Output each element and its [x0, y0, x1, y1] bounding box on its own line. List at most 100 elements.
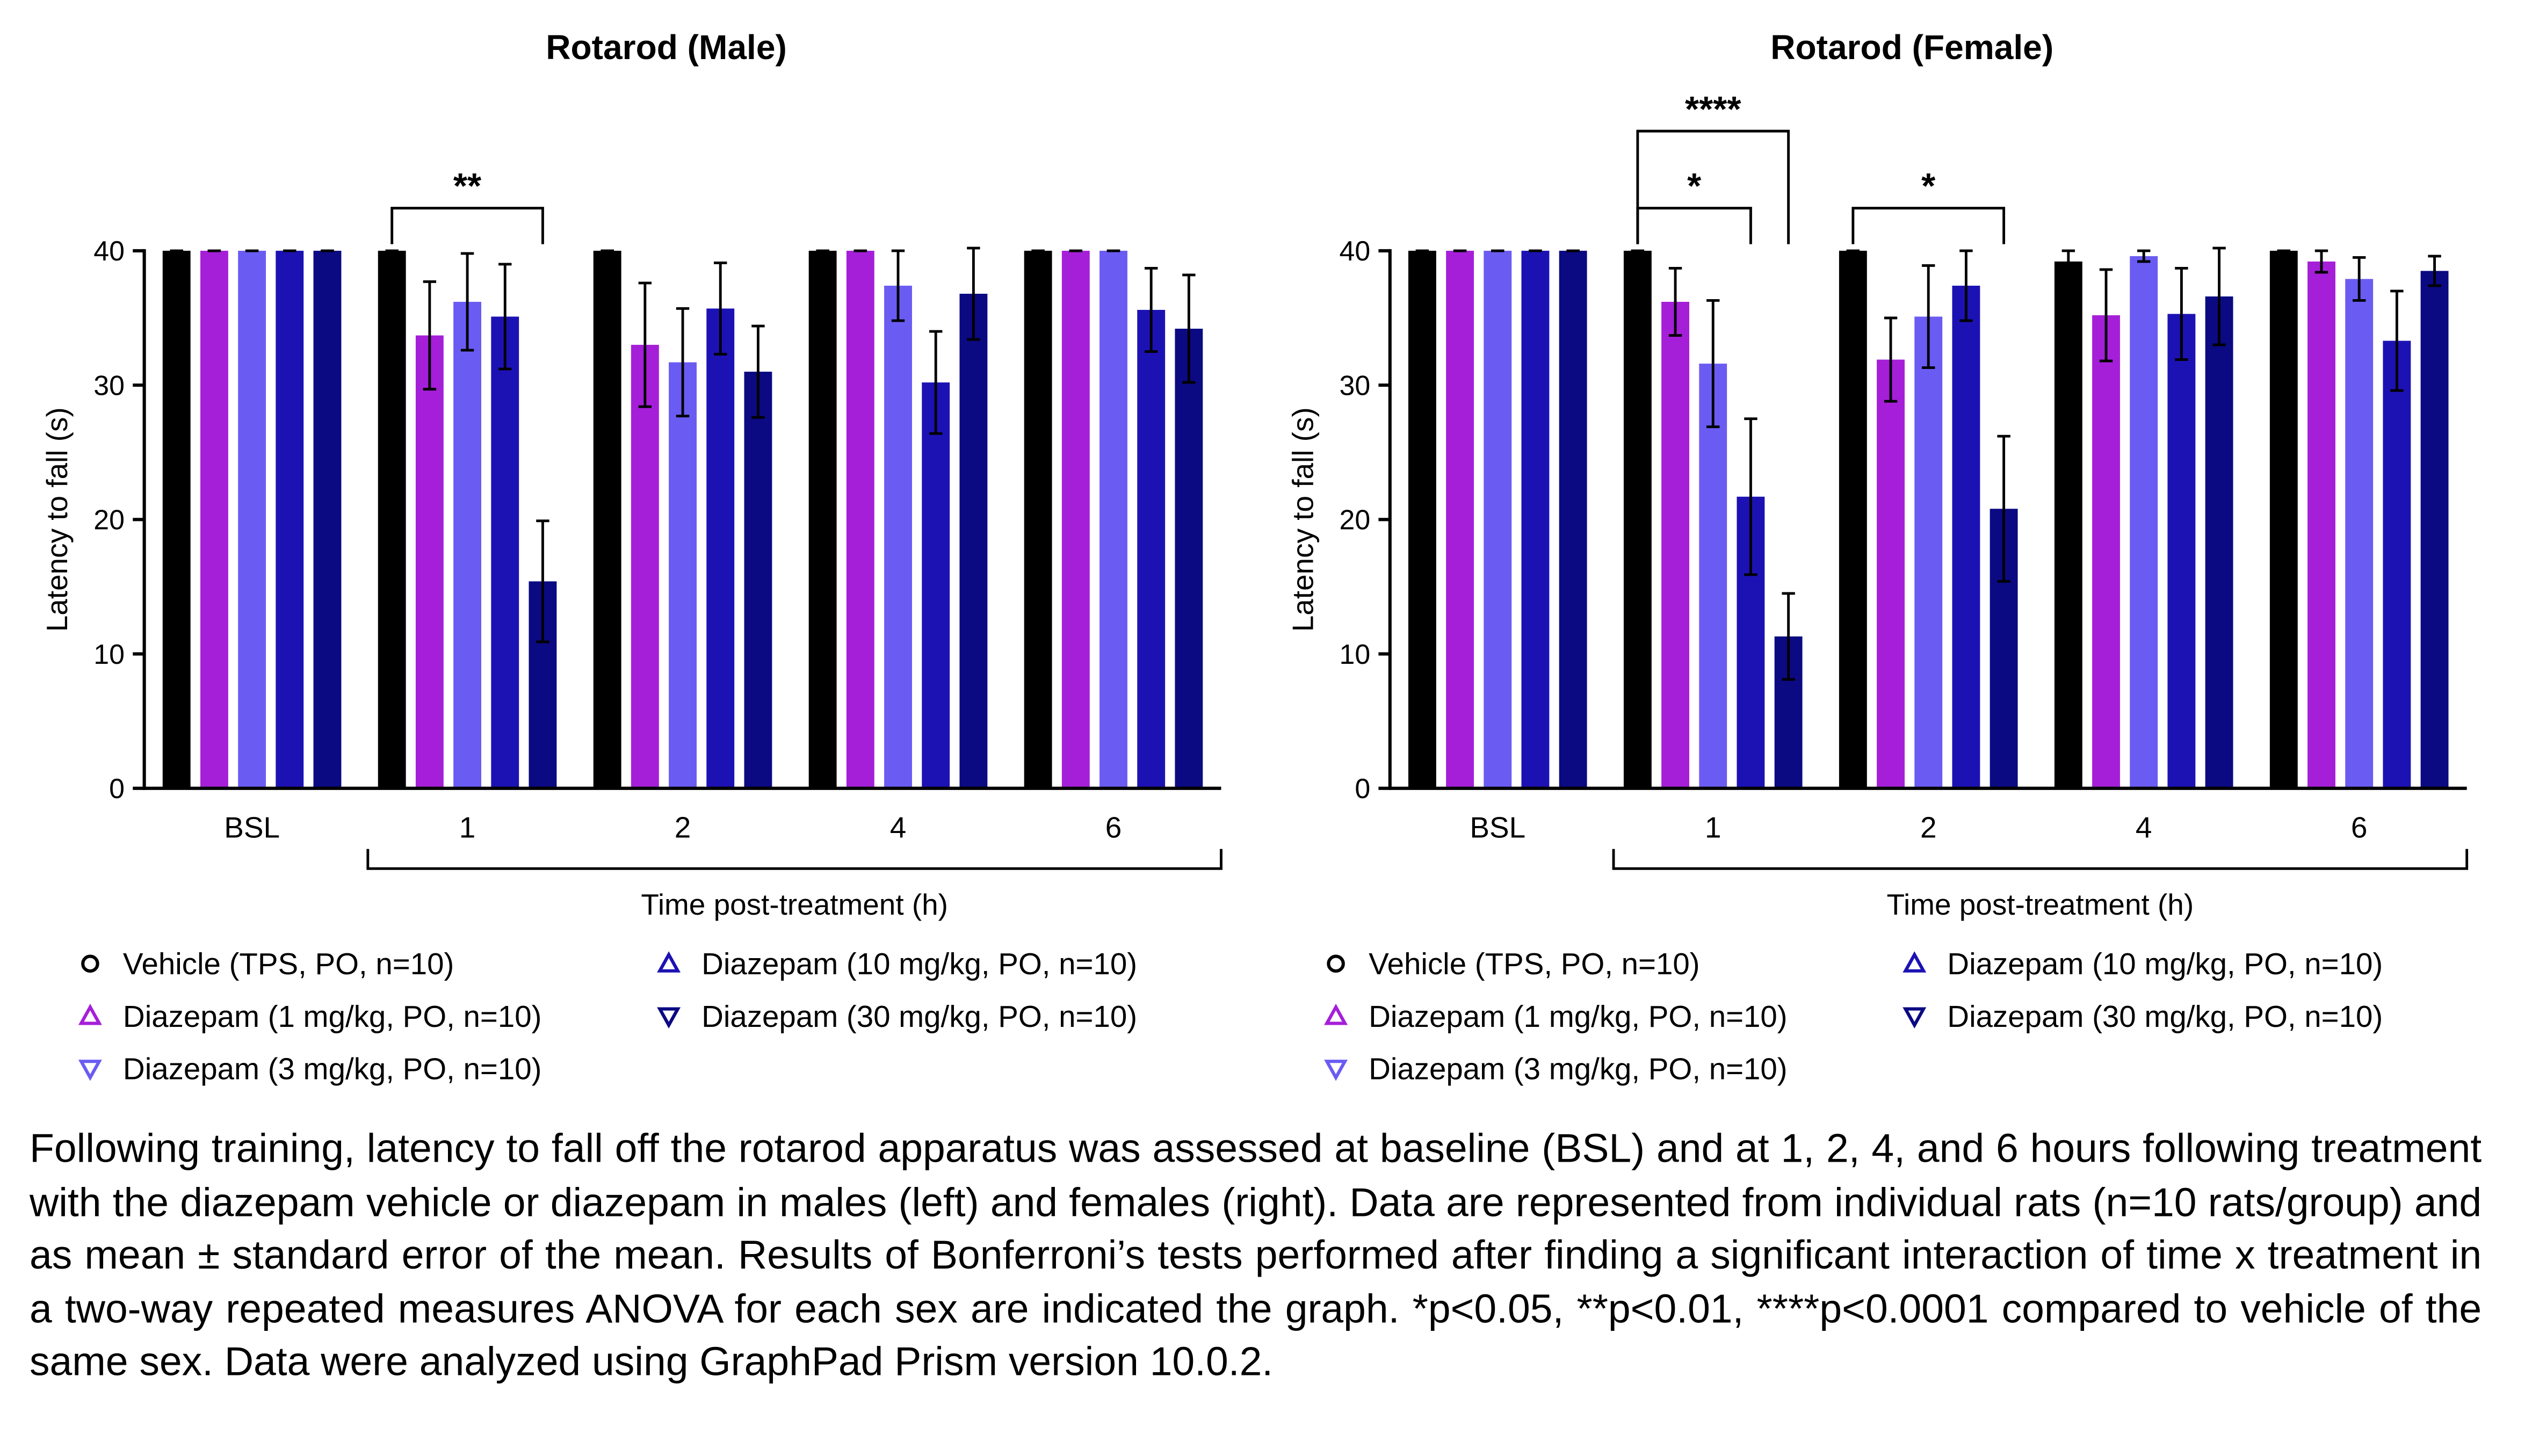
bar — [1137, 309, 1166, 788]
legend-marker — [81, 954, 99, 973]
bar — [1952, 285, 1980, 788]
error-bar — [2390, 289, 2404, 392]
legend-label: Diazepam (3 mg/kg, PO, n=10) — [123, 1052, 541, 1085]
x-tick-label: 6 — [1105, 810, 1122, 844]
bar — [959, 293, 988, 788]
bar — [2092, 315, 2120, 788]
y-tick-label: 20 — [93, 504, 125, 535]
significance-bracket — [1636, 207, 1752, 244]
bar — [1877, 359, 1905, 788]
error-bar — [751, 324, 765, 419]
legend-marker — [657, 951, 681, 973]
bar — [846, 250, 874, 788]
bar — [2130, 256, 2158, 788]
y-axis-label: Latency to fall (s) — [40, 407, 74, 632]
bar — [2307, 261, 2335, 788]
error-bar — [1144, 266, 1158, 353]
x-tick-label: 4 — [890, 810, 907, 844]
bar — [884, 285, 912, 788]
bar — [1061, 250, 1090, 788]
error-bar — [1182, 273, 1196, 384]
legend-label: Vehicle (TPS, PO, n=10) — [123, 947, 454, 981]
bar — [162, 250, 191, 788]
error-bar — [2352, 256, 2366, 302]
error-bar — [2061, 249, 2075, 274]
y-tick-label: 30 — [1339, 370, 1370, 401]
bar — [276, 250, 304, 788]
legend-label: Diazepam (30 mg/kg, PO, n=10) — [701, 999, 1137, 1033]
significance-label: * — [1687, 166, 1702, 206]
bar — [922, 382, 950, 788]
legend-label: Diazepam (30 mg/kg, PO, n=10) — [1947, 999, 2383, 1033]
bar — [453, 301, 482, 788]
legend-label: Diazepam (1 mg/kg, PO, n=10) — [1369, 999, 1787, 1033]
error-bar — [929, 330, 943, 435]
legend-marker — [1324, 1003, 1348, 1025]
error-bar — [2314, 249, 2328, 274]
bar — [1839, 250, 1867, 788]
error-bar — [2099, 268, 2113, 363]
legend-label: Vehicle (TPS, PO, n=10) — [1369, 947, 1699, 981]
bar — [2269, 250, 2298, 788]
y-tick-label: 0 — [1355, 773, 1370, 804]
bar — [313, 250, 342, 788]
bar — [706, 308, 735, 788]
error-bar — [1884, 316, 1898, 403]
legend-marker — [1327, 954, 1345, 973]
chart-title: Rotarod (Female) — [1770, 28, 2053, 67]
time-bracket — [366, 849, 1223, 870]
bar — [1175, 329, 1203, 788]
bar — [1559, 250, 1587, 788]
error-bar — [1668, 266, 1682, 337]
significance-bracket — [1851, 207, 2006, 244]
chart-title: Rotarod (Male) — [546, 28, 787, 67]
bar — [1024, 250, 1052, 788]
bar — [2345, 279, 2374, 788]
y-tick-label: 0 — [109, 773, 125, 804]
x-tick-label: BSL — [1470, 810, 1525, 844]
y-tick-label: 20 — [1339, 504, 1370, 535]
bar — [593, 250, 621, 788]
x-axis-label: Time post-treatment (h) — [1887, 888, 2194, 921]
error-bar — [1744, 417, 1757, 576]
error-bar — [967, 247, 980, 341]
bar — [1914, 316, 1943, 788]
x-tick-label: 2 — [675, 810, 691, 844]
error-bar — [1706, 299, 1720, 429]
error-bar — [676, 307, 690, 418]
error-bar — [1782, 592, 1795, 681]
caption-box: Following training, latency to fall off … — [29, 1127, 2482, 1386]
error-bar — [536, 519, 549, 643]
bar — [2383, 341, 2411, 788]
bar — [491, 316, 519, 788]
legend-marker — [1324, 1060, 1348, 1081]
bar — [415, 335, 444, 788]
bar — [1623, 250, 1652, 788]
bar — [378, 250, 406, 788]
caption: Following training, latency to fall off … — [29, 1127, 2482, 1386]
significance-bracket — [1636, 129, 1790, 244]
legend-marker — [1903, 1007, 1927, 1029]
error-bar — [460, 252, 474, 352]
bar — [744, 372, 772, 788]
bar — [1521, 250, 1550, 788]
x-tick-label: BSL — [224, 810, 280, 844]
legend-marker — [657, 1007, 681, 1029]
significance-label: **** — [1685, 89, 1741, 129]
bar — [808, 250, 837, 788]
significance-bracket — [390, 207, 544, 244]
bar — [1661, 301, 1690, 788]
bar — [238, 250, 266, 788]
x-axis-label: Time post-treatment (h) — [641, 888, 948, 921]
error-bar — [2137, 249, 2151, 263]
bar — [669, 362, 697, 788]
bar — [1484, 250, 1512, 788]
bar — [1699, 364, 1727, 788]
x-tick-label: 1 — [459, 810, 476, 844]
error-bar — [638, 281, 652, 408]
error-bar — [1959, 249, 1973, 322]
x-tick-label: 2 — [1920, 810, 1937, 844]
y-tick-label: 30 — [93, 370, 125, 401]
